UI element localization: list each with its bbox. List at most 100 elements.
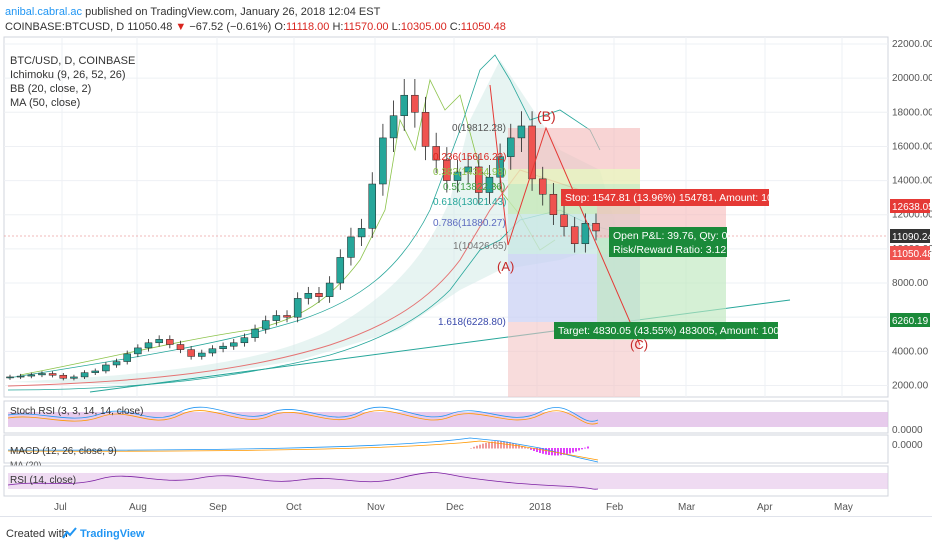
time-tick-label: Mar	[678, 502, 696, 513]
time-tick-label: Nov	[367, 502, 385, 513]
target-box	[554, 322, 778, 339]
candle-body	[272, 315, 281, 321]
lagging-span-line	[19, 78, 556, 376]
fib-label-0: 0(19812.28)	[452, 123, 506, 134]
macd-histogram	[470, 441, 589, 456]
badge-last	[890, 246, 930, 260]
price-axis[interactable]: 2000.004000.006000.008000.0010000.001200…	[892, 39, 932, 391]
publish-info: anibal.cabral.ac published on TradingVie…	[5, 6, 380, 18]
macd-bar	[527, 448, 529, 449]
macd-bar	[509, 442, 511, 449]
candle-body	[517, 125, 526, 139]
created-with-text: Created with	[6, 528, 68, 540]
candle-body	[560, 214, 568, 227]
time-tick-label: May	[834, 502, 853, 513]
time-axis[interactable]: Jul Aug Sep Oct Nov Dec 2018 Feb Mar Apr May	[54, 502, 853, 513]
macd-bar	[578, 448, 580, 451]
macd-bar	[518, 444, 520, 449]
time-tick-label: Aug	[129, 502, 147, 513]
bollinger-upper	[7, 54, 601, 379]
candle-body	[538, 178, 547, 195]
tradingview-brand-link[interactable]: TradingView	[80, 528, 145, 540]
legend-ma[interactable]: MA (50, close)	[10, 97, 81, 109]
candle-body	[187, 349, 195, 357]
macd-bar	[485, 442, 487, 449]
candle-body	[368, 183, 377, 229]
last-price: 11050.48	[127, 21, 173, 33]
macd-bar	[563, 448, 565, 455]
candle-body	[453, 171, 462, 181]
author-link[interactable]: anibal.cabral.ac	[5, 6, 83, 18]
candle-body	[6, 376, 14, 379]
macd-bar	[566, 448, 568, 455]
fib-label-382: 0.382(14324.98)	[433, 167, 506, 178]
legend-bb[interactable]: BB (20, close, 2)	[10, 83, 92, 95]
candle-body	[475, 166, 483, 193]
candle-body	[507, 137, 515, 157]
price-tick-label: 4000.00	[892, 346, 929, 357]
candle-body	[432, 146, 440, 161]
candle-body	[198, 352, 206, 357]
candle-body	[485, 176, 494, 193]
macd-bar	[503, 441, 505, 449]
legend-ichimoku[interactable]: Ichimoku (9, 26, 52, 26)	[10, 69, 126, 81]
macd-bar	[500, 441, 502, 449]
rr-text: Risk/Reward Ratio: 3.12	[613, 244, 726, 256]
badge-last-text: 11050.48	[892, 249, 932, 260]
candle-body	[315, 293, 323, 297]
macd-bar	[572, 448, 574, 453]
rsi-line	[7, 472, 599, 490]
candle-body	[229, 342, 238, 347]
macd-signal	[7, 440, 599, 461]
bollinger-lower	[7, 209, 611, 391]
fib-label-1618: 1.618(6228.80)	[438, 317, 506, 328]
badge-stop-text: 12638.05	[892, 202, 932, 213]
legend-pair: BTC/USD, D, COINBASE	[10, 55, 136, 67]
candle-body	[592, 223, 600, 232]
candle-body	[123, 353, 131, 362]
candle-body	[443, 159, 451, 181]
wave-label-c: (C)	[630, 337, 648, 352]
macd-bar	[569, 448, 571, 454]
macd-bar	[536, 448, 538, 453]
candle-body	[219, 345, 227, 350]
macd-line	[7, 437, 599, 463]
candle-body	[80, 372, 89, 378]
fib-label-236: 0.236(15616.22)	[433, 152, 506, 163]
macd-bar	[476, 445, 478, 449]
macd-bar	[515, 443, 517, 449]
chart-area[interactable]: 0(19812.28) 0.236(15616.22) 0.382(14324.…	[0, 36, 932, 516]
candle-body	[176, 344, 185, 350]
time-tick-label: 2018	[529, 502, 552, 513]
badge-stop	[890, 199, 930, 213]
symbol-info: COINBASE:BTCUSD, D 11050.48 ▼ −67.52 (−0…	[5, 21, 506, 33]
candle-body	[16, 375, 25, 378]
published-text: published on TradingView.com, January 26…	[85, 6, 381, 18]
candle-body	[48, 373, 57, 376]
time-tick-label: Dec	[446, 502, 464, 513]
wave-label-b: (B)	[537, 108, 556, 124]
candle-body	[102, 364, 110, 372]
high-label: H:	[332, 21, 344, 33]
candle-body	[144, 342, 153, 349]
chart-svg[interactable]: 0(19812.28) 0.236(15616.22) 0.382(14324.…	[0, 36, 932, 516]
stop-text: Stop: 1547.81 (13.96%) 154781, Amount: 1…	[565, 192, 785, 204]
price-tick-label: 2000.00	[892, 380, 929, 391]
macd-pane[interactable]	[3, 434, 889, 464]
fib-label-786: 0.786(11880.27)	[433, 218, 506, 229]
macd-bar	[542, 448, 544, 454]
open-value: 11118.00	[285, 21, 330, 33]
candle-body	[91, 370, 99, 373]
price-tick-label: 22000.00	[892, 39, 932, 50]
candle-body	[293, 298, 302, 318]
macd-bar	[581, 448, 583, 450]
candle-body	[112, 361, 121, 366]
stoch-rsi-line	[7, 406, 599, 422]
candle-body	[379, 137, 387, 185]
macd-extra-label: MA (20)	[10, 460, 42, 470]
ma-50-line	[7, 169, 601, 387]
tradingview-logo-icon[interactable]	[62, 526, 78, 540]
candle-body	[357, 228, 366, 238]
candle-body	[400, 94, 408, 116]
macd-bar	[506, 441, 508, 449]
